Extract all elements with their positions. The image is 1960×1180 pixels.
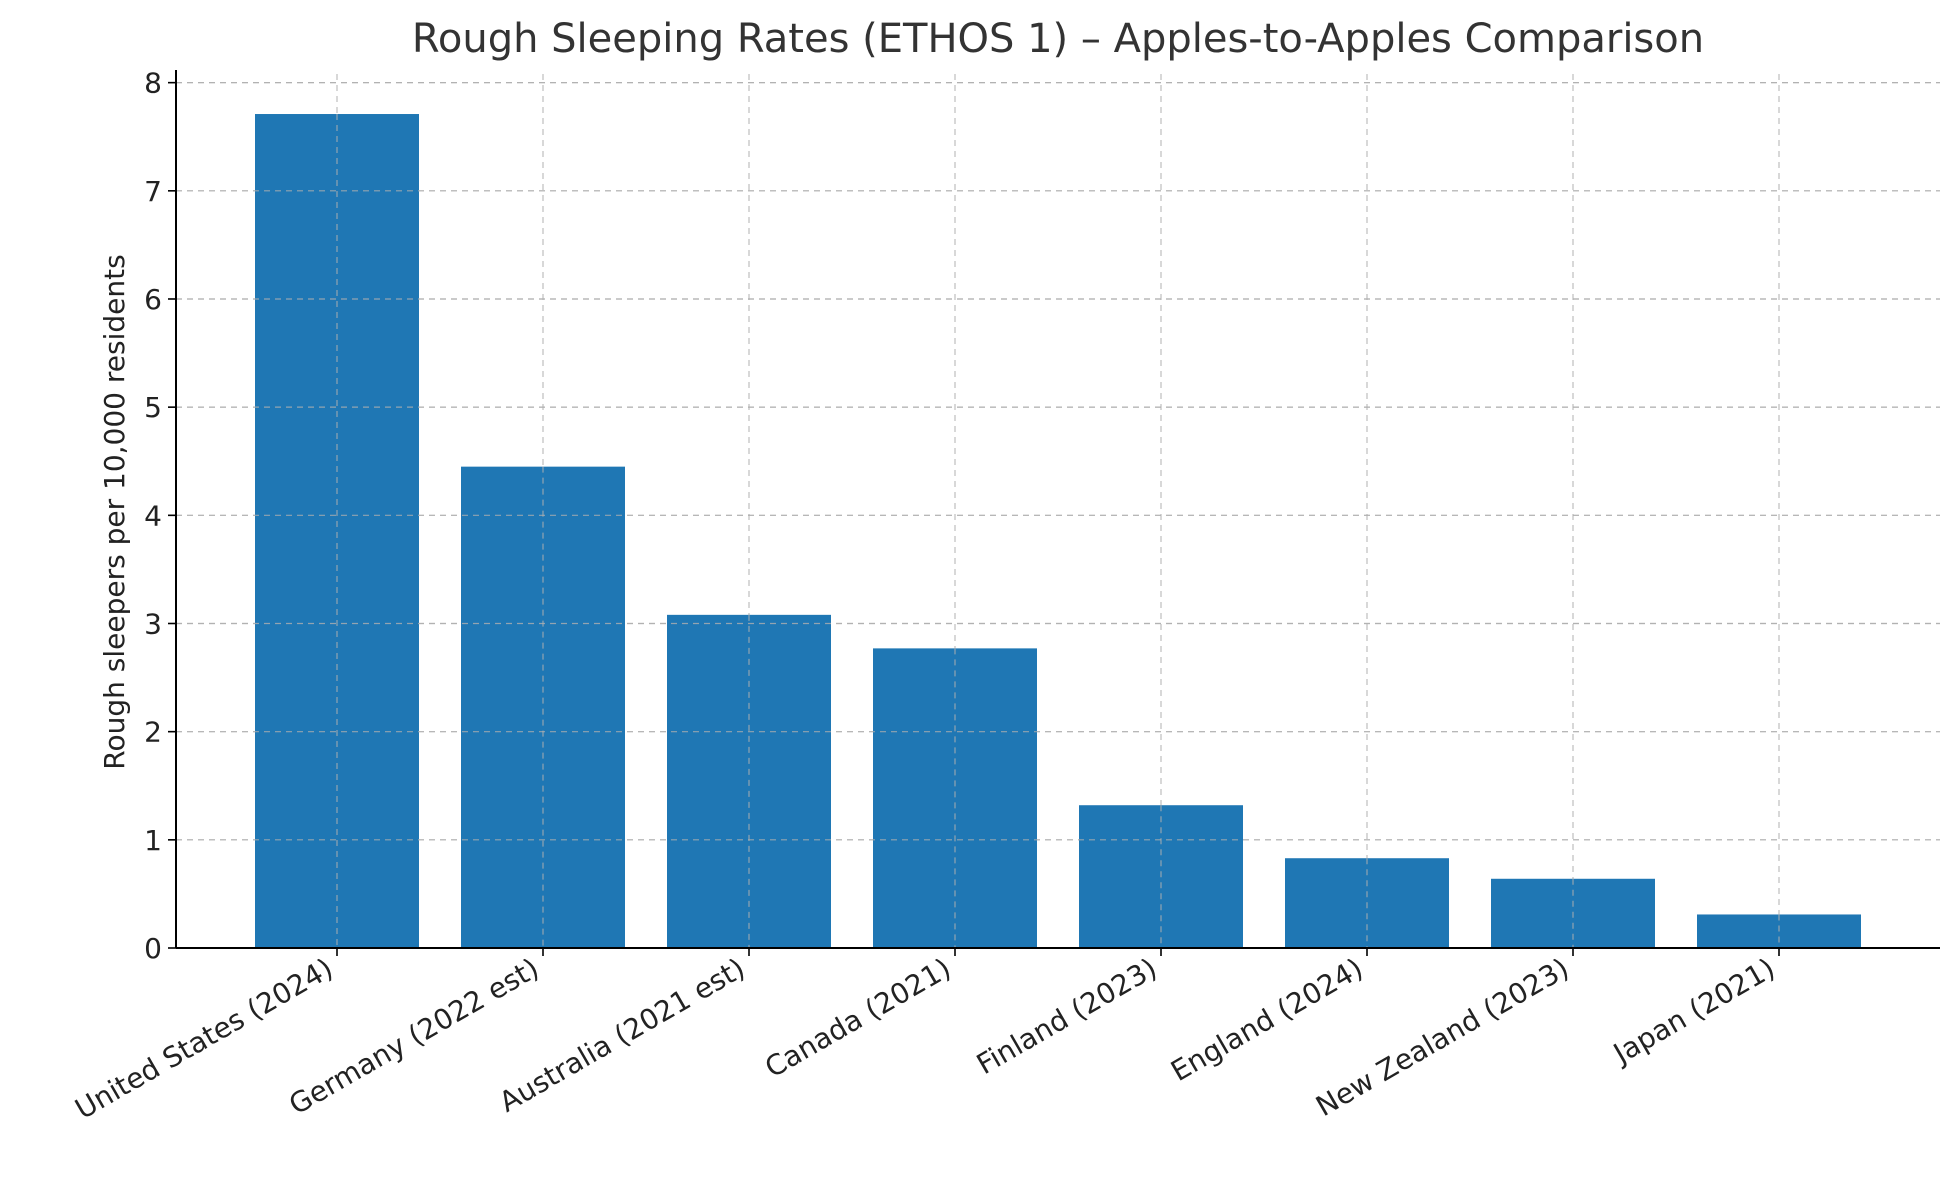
axes: [175, 70, 1940, 949]
bars: [176, 82, 1940, 948]
y-tick-label: 7: [144, 175, 162, 208]
gridlines: [176, 74, 1940, 949]
y-axis-ticks: 0 1 2 3 4 5 6 7 8: [144, 67, 176, 965]
x-tick-label: Canada (2021): [759, 951, 956, 1084]
x-tick-label: England (2024): [1165, 951, 1368, 1087]
x-tick-label: Japan (2021): [1606, 951, 1780, 1071]
chart-title: Rough Sleeping Rates (ETHOS 1) – Apples-…: [412, 16, 1704, 62]
y-tick-label: 0: [144, 932, 162, 965]
y-tick-label: 6: [144, 283, 162, 316]
x-tick-label: Finland (2023): [971, 951, 1162, 1081]
y-tick-label: 3: [144, 607, 162, 640]
y-tick-label: 1: [144, 824, 162, 857]
x-axis-ticks: United States (2024)Germany (2022 est)Au…: [69, 948, 1781, 1126]
y-tick-label: 4: [144, 499, 162, 532]
y-tick-label: 8: [144, 67, 162, 100]
y-tick-label: 5: [144, 391, 162, 424]
y-axis-label: Rough sleepers per 10,000 residents: [98, 254, 131, 769]
y-tick-label: 2: [144, 716, 162, 749]
